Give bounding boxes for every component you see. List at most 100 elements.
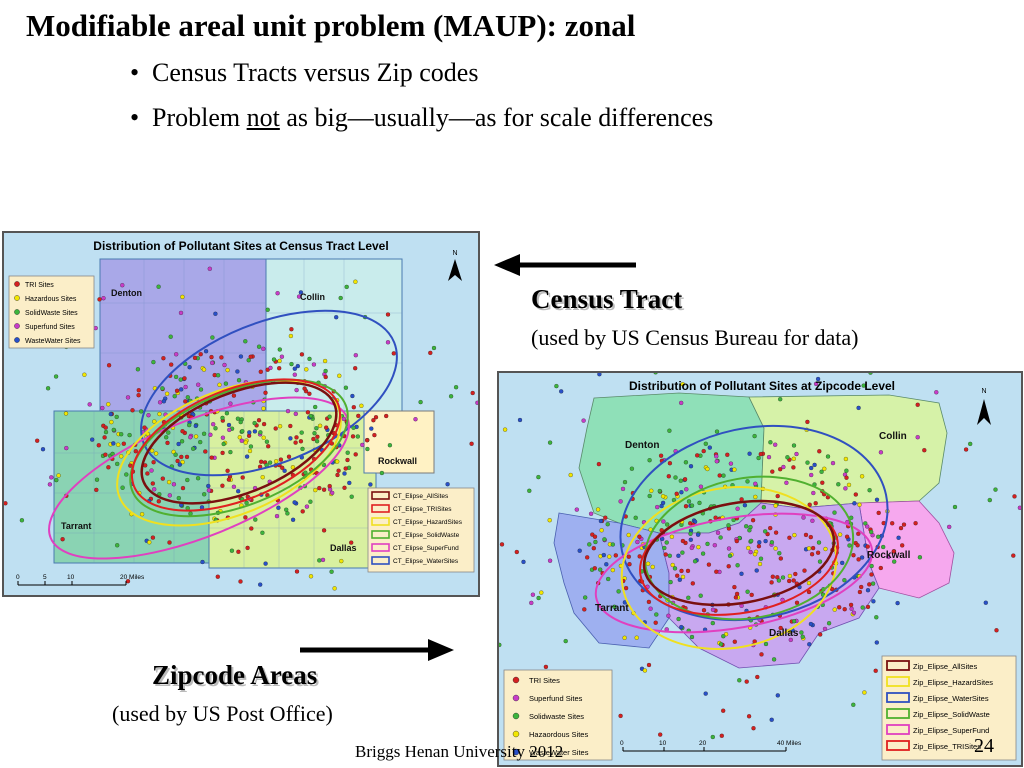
site-marker bbox=[261, 346, 266, 351]
site-marker bbox=[595, 507, 601, 512]
site-marker bbox=[355, 434, 360, 439]
site-marker bbox=[139, 409, 144, 414]
site-marker bbox=[298, 290, 304, 295]
site-marker bbox=[499, 642, 502, 648]
site-marker bbox=[756, 455, 761, 461]
site-marker bbox=[278, 457, 284, 462]
site-marker bbox=[714, 454, 719, 459]
site-marker bbox=[689, 545, 694, 551]
site-marker bbox=[258, 430, 263, 435]
site-marker bbox=[243, 339, 248, 344]
site-marker bbox=[721, 473, 726, 478]
site-marker bbox=[139, 512, 145, 517]
site-marker bbox=[176, 495, 181, 501]
tract-ellipse-water: CT_Elipse_WaterSites bbox=[393, 558, 459, 565]
tract-scale-0: 0 bbox=[16, 574, 20, 581]
site-marker bbox=[292, 366, 297, 371]
site-marker bbox=[746, 545, 751, 551]
site-marker bbox=[151, 359, 156, 365]
site-marker bbox=[585, 555, 590, 560]
site-marker bbox=[547, 518, 552, 523]
site-marker bbox=[152, 487, 157, 492]
site-marker bbox=[173, 374, 179, 380]
site-marker bbox=[266, 444, 271, 449]
site-marker bbox=[184, 454, 190, 460]
north-arrow-icon: N bbox=[977, 388, 991, 425]
site-marker bbox=[167, 540, 172, 545]
site-marker bbox=[922, 448, 927, 453]
site-marker bbox=[842, 578, 847, 583]
site-marker bbox=[703, 691, 708, 696]
site-marker bbox=[252, 420, 257, 426]
site-marker bbox=[289, 327, 294, 332]
site-marker bbox=[210, 335, 215, 340]
site-marker bbox=[299, 352, 305, 357]
site-marker bbox=[276, 505, 281, 510]
census-tract-subtitle: (used by US Census Bureau for data) bbox=[531, 325, 859, 350]
site-marker bbox=[236, 489, 241, 494]
zip-ellipse-all: Zip_Elipse_AllSites bbox=[913, 662, 977, 671]
site-marker bbox=[808, 621, 814, 627]
site-marker bbox=[1017, 505, 1021, 510]
site-marker bbox=[832, 510, 837, 515]
site-marker bbox=[732, 584, 737, 590]
site-marker bbox=[114, 414, 119, 420]
site-marker bbox=[721, 708, 726, 713]
site-marker bbox=[353, 366, 358, 371]
site-marker bbox=[745, 479, 750, 484]
site-marker bbox=[307, 391, 312, 396]
site-marker bbox=[350, 393, 355, 399]
site-marker bbox=[502, 427, 508, 432]
site-marker bbox=[198, 439, 203, 445]
site-marker bbox=[837, 532, 843, 537]
tract-label-rockwall: Rockwall bbox=[378, 456, 417, 466]
zip-legend-tri: TRI Sites bbox=[529, 676, 560, 685]
site-marker bbox=[820, 480, 825, 485]
site-marker bbox=[157, 411, 162, 417]
site-marker bbox=[563, 638, 568, 644]
site-marker bbox=[342, 485, 347, 490]
site-marker bbox=[349, 494, 354, 499]
site-marker bbox=[707, 445, 712, 450]
site-marker bbox=[787, 573, 793, 579]
site-marker bbox=[217, 382, 222, 387]
site-marker bbox=[127, 432, 132, 438]
zip-scale-10: 10 bbox=[659, 740, 667, 747]
site-marker bbox=[726, 564, 731, 569]
site-marker bbox=[755, 674, 760, 680]
site-marker bbox=[742, 503, 748, 508]
site-marker bbox=[180, 459, 185, 465]
site-marker bbox=[574, 507, 579, 512]
zip-north-label: N bbox=[981, 388, 986, 395]
site-marker bbox=[314, 426, 319, 431]
site-marker bbox=[703, 441, 708, 446]
site-marker bbox=[686, 499, 692, 504]
site-marker bbox=[106, 402, 111, 407]
site-marker bbox=[372, 432, 377, 438]
site-marker bbox=[356, 413, 361, 419]
site-marker bbox=[35, 438, 40, 443]
site-marker bbox=[428, 350, 433, 356]
site-marker bbox=[317, 558, 322, 563]
site-marker bbox=[768, 440, 773, 445]
site-marker bbox=[413, 417, 418, 422]
site-marker bbox=[174, 352, 179, 357]
site-marker bbox=[780, 575, 786, 580]
site-marker bbox=[748, 549, 753, 555]
site-marker bbox=[653, 373, 658, 375]
right-arrow-icon bbox=[300, 639, 454, 661]
site-marker bbox=[373, 415, 379, 420]
site-marker bbox=[865, 524, 870, 529]
site-marker bbox=[161, 356, 166, 361]
site-marker bbox=[185, 477, 190, 483]
site-marker bbox=[588, 511, 594, 516]
site-marker bbox=[307, 356, 312, 362]
site-marker bbox=[813, 381, 819, 387]
site-marker bbox=[341, 416, 346, 422]
site-marker bbox=[668, 579, 673, 585]
site-marker bbox=[317, 485, 322, 491]
site-marker bbox=[125, 395, 131, 400]
tract-label-tarrant: Tarrant bbox=[61, 521, 91, 531]
site-marker bbox=[583, 595, 588, 600]
site-marker bbox=[857, 589, 863, 595]
